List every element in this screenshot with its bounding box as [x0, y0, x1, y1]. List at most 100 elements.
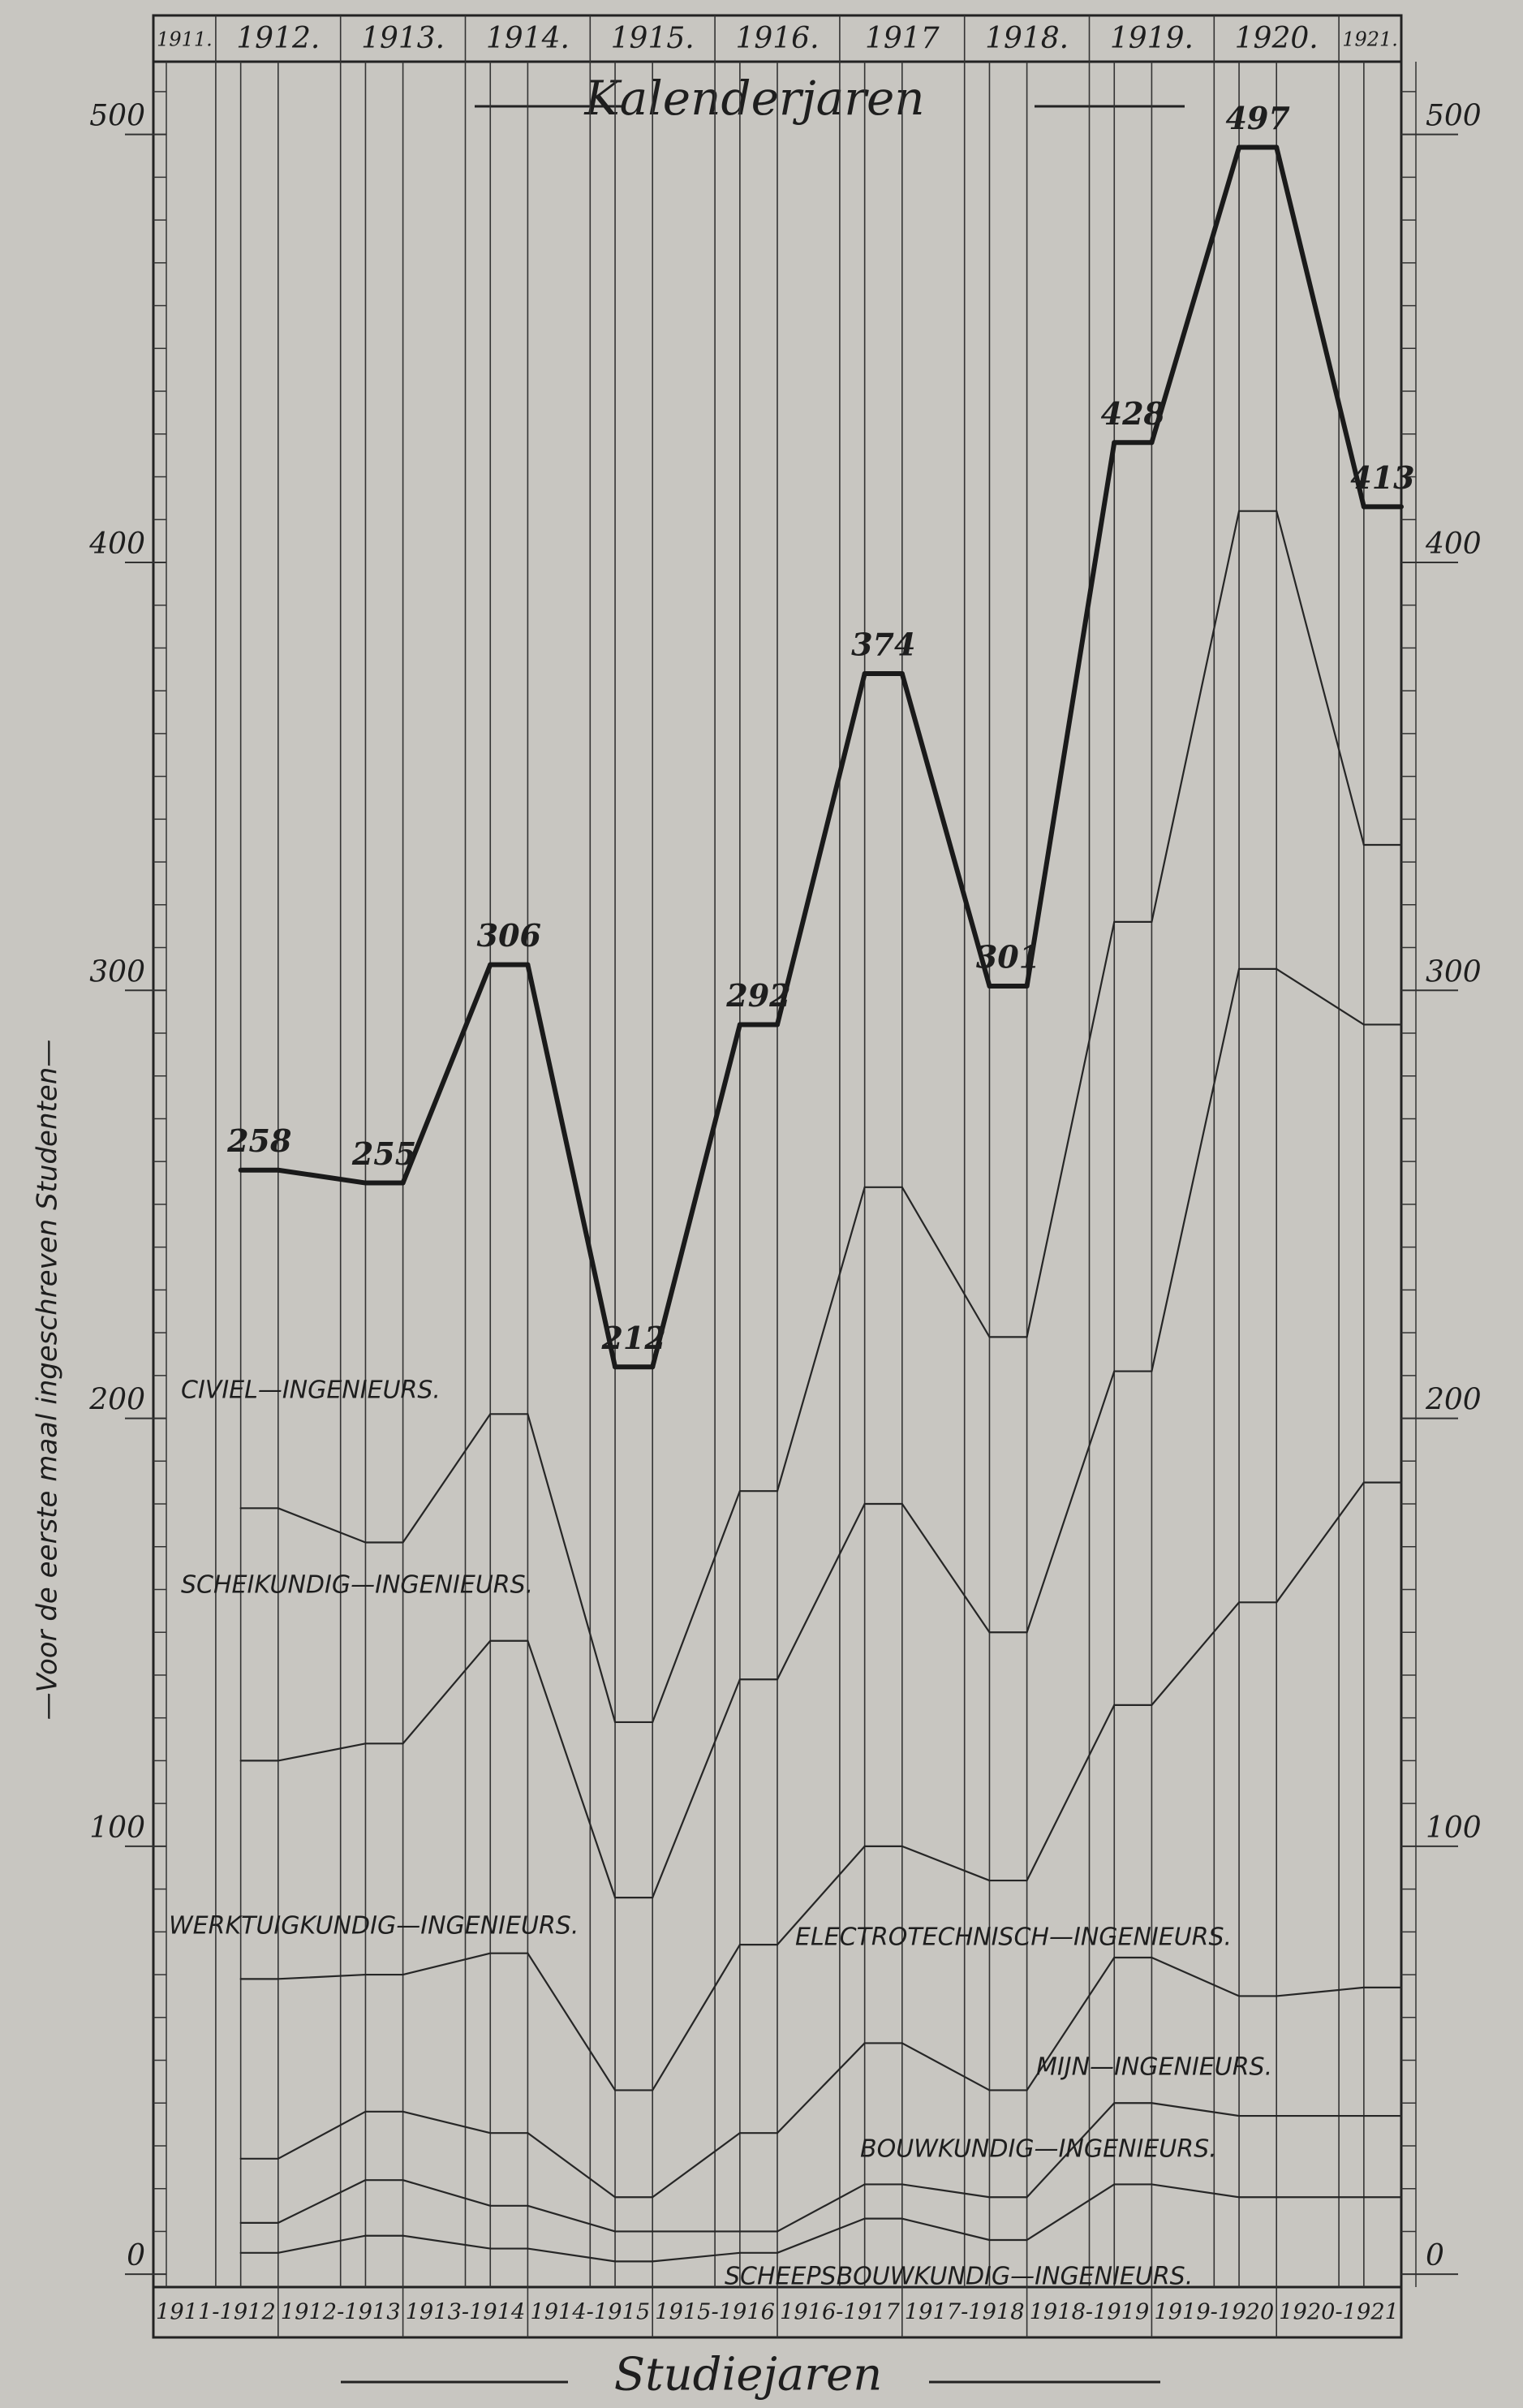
x-tick-label: 1913-1914 — [406, 2300, 526, 2325]
x-tick-label: 1911-1912 — [156, 2300, 276, 2325]
calendar-year-label: 1915. — [611, 22, 695, 55]
x-axis-label: Studiejaren — [614, 2349, 883, 2402]
series-connector — [652, 2251, 741, 2263]
x-tick-label: 1917-1918 — [905, 2300, 1025, 2325]
series-connector — [776, 2217, 866, 2254]
series-connector — [652, 1678, 741, 1899]
series-connector — [1276, 1481, 1365, 1604]
calendar-year-label: 1918. — [985, 22, 1069, 55]
series-label: MIJN—INGENIEURS. — [1036, 2053, 1272, 2082]
calendar-year-label: 1911. — [157, 28, 213, 51]
series-connector — [402, 1952, 492, 1976]
calendar-year-label: 1914. — [486, 22, 570, 55]
series-connector — [527, 1952, 617, 2091]
series-connector — [1149, 144, 1242, 446]
series-connector — [277, 2234, 367, 2254]
series-connector — [899, 671, 992, 989]
series-connector — [527, 2132, 617, 2199]
y-tick-label: 500 — [89, 100, 145, 133]
series-connector — [527, 1639, 617, 1899]
series-connector — [776, 1186, 866, 1493]
series-connector — [652, 2132, 741, 2199]
series-connector — [1276, 967, 1365, 1026]
series-connector — [527, 1413, 617, 1724]
series-connector — [1151, 1956, 1241, 1997]
chart-title: Kalenderjaren — [583, 71, 924, 126]
x-tick-label: 1919-1920 — [1154, 2300, 1274, 2325]
series-connector — [1026, 920, 1116, 1338]
series-connector — [402, 2110, 492, 2134]
series-connector — [1151, 510, 1241, 923]
series-connector — [901, 1186, 991, 1338]
series-connector — [1151, 967, 1241, 1372]
series-connector — [402, 1413, 492, 1544]
x-tick-label: 1912-1913 — [281, 2300, 401, 2325]
calendar-year-label: 1916. — [735, 22, 819, 55]
series-connector — [277, 1973, 367, 1980]
total-label: 212 — [600, 1320, 665, 1356]
series-label: WERKTUIGKUNDIG—INGENIEURS. — [169, 1912, 579, 1941]
total-label: 413 — [1350, 459, 1414, 496]
y-tick-label-right: 400 — [1425, 528, 1482, 561]
series-connector — [400, 962, 493, 1186]
series-connector — [527, 2247, 617, 2263]
series-connector — [1274, 144, 1366, 510]
series-connector — [775, 671, 867, 1027]
calendar-year-label: 1917 — [865, 22, 940, 55]
series-connector — [527, 2204, 617, 2233]
y-tick-label: 0 — [127, 2239, 145, 2272]
series-connector — [402, 2179, 492, 2207]
series-connector — [776, 2042, 866, 2134]
series-connector — [1026, 1370, 1116, 1634]
y-axis-label: —Voor de eerste maal ingeschreven Studen… — [32, 1040, 64, 1721]
total-label: 374 — [851, 627, 915, 663]
calendar-year-label: 1921. — [1342, 28, 1398, 51]
y-tick-label-right: 300 — [1426, 955, 1482, 989]
series-connector — [650, 1022, 742, 1370]
y-tick-label: 300 — [89, 955, 145, 989]
x-tick-label: 1916-1917 — [780, 2300, 901, 2325]
series-connector — [1026, 1704, 1116, 1882]
series-connector — [277, 1742, 367, 1762]
series-connector — [525, 962, 618, 1370]
calendar-year-label: 1913. — [361, 22, 445, 55]
series-connector — [652, 1490, 741, 1724]
series-connector — [1276, 510, 1365, 846]
series-connector — [1151, 2102, 1241, 2117]
series-connector — [277, 2110, 367, 2160]
x-tick-label: 1915-1916 — [655, 2300, 775, 2325]
y-tick-label-right: 200 — [1425, 1384, 1482, 1417]
series-connector — [652, 1944, 741, 2091]
calendar-year-label: 1920. — [1235, 22, 1319, 55]
series-connector — [402, 1639, 492, 1745]
series-label: BOUWKUNDIG—INGENIEURS. — [860, 2135, 1217, 2164]
y-tick-label-right: 500 — [1426, 100, 1482, 133]
y-tick-label: 200 — [88, 1384, 145, 1417]
x-tick-label: 1918-1919 — [1030, 2300, 1150, 2325]
y-tick-label-right: 100 — [1426, 1811, 1482, 1845]
series-connector — [901, 2217, 991, 2242]
total-label: 428 — [1101, 395, 1165, 432]
total-label: 292 — [725, 977, 790, 1014]
series-label: SCHEEPSBOUWKUNDIG—INGENIEURS. — [725, 2263, 1193, 2291]
series-connector — [776, 1845, 866, 1946]
series-connector — [776, 2183, 866, 2233]
total-label: 301 — [976, 938, 1040, 975]
series-label: SCHEIKUNDIG—INGENIEURS. — [181, 1571, 533, 1600]
series-connector — [1026, 2102, 1116, 2199]
series-connector — [901, 2183, 991, 2199]
series-label: ELECTROTECHNISCH—INGENIEURS. — [795, 1923, 1232, 1952]
series-connector — [275, 1167, 368, 1186]
series-connector — [776, 1502, 866, 1681]
series-connector — [1026, 1956, 1116, 2091]
series-connector — [1026, 2183, 1116, 2242]
calendar-year-label: 1912. — [236, 22, 320, 55]
x-tick-label: 1920-1921 — [1279, 2300, 1399, 2325]
series-connector — [1276, 1986, 1365, 1997]
y-tick-label: 100 — [89, 1811, 145, 1845]
series-connector — [277, 1507, 367, 1544]
total-label: 497 — [1225, 100, 1289, 136]
